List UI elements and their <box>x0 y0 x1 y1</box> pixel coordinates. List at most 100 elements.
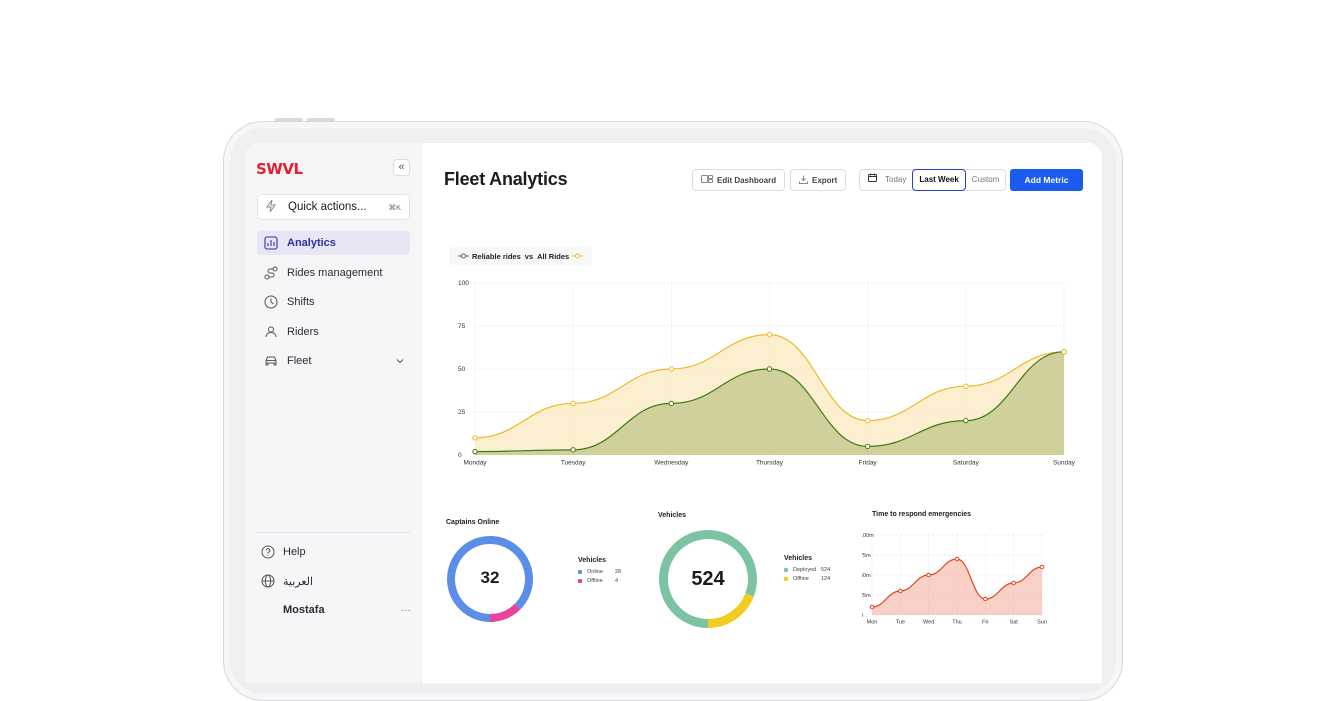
edit-dashboard-label: Edit Dashboard <box>717 175 777 185</box>
edit-dashboard-button[interactable]: Edit Dashboard <box>692 169 786 191</box>
device-camera-bar <box>307 118 335 122</box>
quick-actions-button[interactable]: Quick actions... ⌘K <box>257 194 410 220</box>
rides-area-chart: 0 25 50 75 100 Monday Tuesday Wednesday Thursday… <box>458 280 1076 467</box>
x-tick-label: Thursday <box>756 460 784 467</box>
data-point <box>668 400 675 407</box>
globe-icon <box>261 574 277 588</box>
x-tick-label: Wednesday <box>654 460 689 467</box>
sidebar-item-label: Riders <box>287 325 319 338</box>
sidebar-item-label: Analytics <box>287 237 336 249</box>
date-range-selector: Today Last Week Custom <box>859 169 1007 191</box>
device-camera-bar <box>275 118 303 122</box>
sidebar: SWVL « Quick actions... ⌘K Analytics Rid… <box>245 143 422 683</box>
donut-slice <box>489 603 521 622</box>
range-custom[interactable]: Custom <box>971 175 1000 184</box>
collapse-sidebar-button[interactable]: « <box>393 159 410 176</box>
emergency-title: Time to respond emergencies <box>872 511 972 518</box>
sidebar-item-rides-management[interactable]: Rides management <box>257 261 410 285</box>
more-options-icon[interactable]: ··· <box>401 604 411 616</box>
data-point <box>472 448 478 455</box>
add-metric-button[interactable]: Add Metric <box>1010 169 1083 191</box>
app-screen: SWVL « Quick actions... ⌘K Analytics Rid… <box>245 143 1102 683</box>
sidebar-item-label: Fleet <box>287 355 312 367</box>
download-icon <box>799 175 808 186</box>
legend-label: Deployed <box>793 567 817 573</box>
x-tick-label: Tuesday <box>561 460 586 467</box>
users-icon <box>263 324 279 340</box>
legend-marker-reliable <box>458 253 469 259</box>
donut-slice <box>707 593 754 628</box>
legend-vs: vs <box>524 251 534 261</box>
page-title: Fleet Analytics <box>444 169 568 189</box>
data-point <box>472 435 478 441</box>
legend-row: Offline 4 <box>578 578 621 584</box>
sidebar-item-label: Rides management <box>287 266 383 279</box>
legend-swatch <box>784 568 788 572</box>
data-point <box>983 596 988 602</box>
x-tick-label: Friday <box>859 460 878 467</box>
bolt-icon <box>266 199 282 215</box>
language-switch[interactable]: العربية <box>261 574 411 588</box>
clock-icon <box>263 294 279 310</box>
language-label: العربية <box>283 575 314 588</box>
vehicles-count: 524 <box>691 568 725 590</box>
series-area <box>475 351 1064 455</box>
help-icon <box>261 545 277 559</box>
y-tick-label: 100m <box>862 533 874 539</box>
legend-value: 524 <box>821 567 831 573</box>
data-point <box>963 383 969 389</box>
x-tick-label: Mon <box>867 620 878 626</box>
legend-all-rides: All Rides <box>537 251 570 261</box>
sidebar-nav: Analytics Rides management Shifts Riders <box>257 231 410 379</box>
legend-value: 28 <box>615 569 622 575</box>
app-logo[interactable]: SWVL <box>256 160 303 178</box>
data-point <box>963 417 969 424</box>
y-tick-label: 0 <box>458 452 462 459</box>
user-menu[interactable]: Mostafa ··· <box>261 604 411 616</box>
legend-value: 124 <box>821 576 831 582</box>
legend-row: Offline 124 <box>784 576 830 582</box>
sidebar-item-fleet[interactable]: Fleet <box>257 349 410 373</box>
legend-label: Offline <box>793 576 809 582</box>
captains-count: 32 <box>480 568 500 587</box>
sidebar-item-riders[interactable]: Riders <box>257 320 410 344</box>
sidebar-item-shifts[interactable]: Shifts <box>257 290 410 314</box>
emergency-area-chart: 0 25m 50m 75m 100m Mon Tue Wed Thu Fri Sat Sun <box>862 533 1047 626</box>
vehicles-title: Vehicles <box>658 512 687 519</box>
route-icon <box>263 265 279 281</box>
donut-slice <box>447 536 533 622</box>
export-label: Export <box>812 175 838 185</box>
y-tick-label: 75m <box>862 553 871 559</box>
data-point <box>1039 564 1045 570</box>
legend-title: Vehicles <box>784 555 813 562</box>
quick-actions-label: Quick actions... <box>288 201 367 213</box>
range-last-week[interactable]: Last Week <box>912 169 966 191</box>
data-point <box>766 331 773 338</box>
help-link[interactable]: Help <box>261 545 411 559</box>
layout-icon <box>701 175 713 185</box>
sidebar-item-label: Shifts <box>287 296 315 308</box>
legend-swatch <box>784 577 788 581</box>
x-tick-label: Thu <box>952 620 961 626</box>
y-tick-label: 50 <box>458 366 466 373</box>
x-tick-label: Wed <box>923 620 934 626</box>
x-tick-label: Sunday <box>1053 460 1076 467</box>
legend-swatch <box>578 579 582 583</box>
data-point <box>864 417 871 424</box>
x-tick-label: Sat <box>1010 620 1019 626</box>
x-tick-label: Tue <box>896 620 905 626</box>
export-button[interactable]: Export <box>790 169 847 191</box>
sidebar-item-analytics[interactable]: Analytics <box>257 231 410 255</box>
legend-title: Vehicles <box>578 557 607 564</box>
legend-marker-all <box>572 253 584 259</box>
user-name: Mostafa <box>283 604 325 616</box>
range-today[interactable]: Today <box>885 175 907 184</box>
data-point <box>898 588 903 594</box>
shortcut-hint: ⌘K <box>388 202 401 212</box>
main-content: Fleet Analytics Edit Dashboard Export To… <box>422 143 1102 683</box>
data-point <box>570 400 576 407</box>
chevron-down-icon[interactable] <box>396 356 404 366</box>
y-tick-label: 75 <box>458 323 466 330</box>
y-tick-label: 25m <box>862 593 871 599</box>
captains-legend: Vehicles Online 28 Offline 4 <box>578 557 621 587</box>
